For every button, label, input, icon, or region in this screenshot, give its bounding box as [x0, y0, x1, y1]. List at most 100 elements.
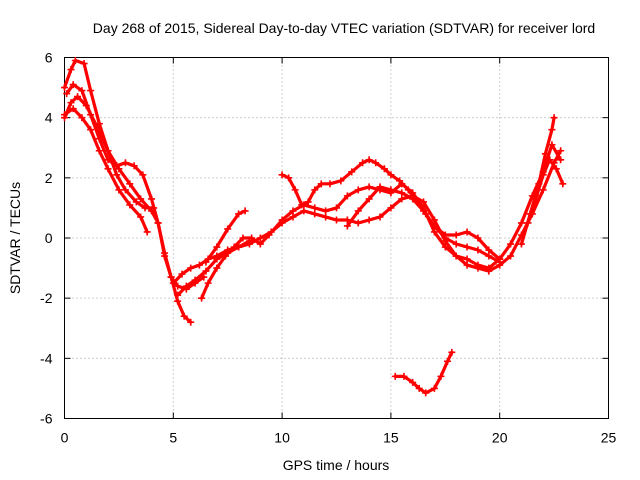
data-point [337, 177, 345, 185]
y-tick-label: -4 [40, 350, 53, 366]
series-line [280, 158, 502, 264]
data-point [63, 90, 71, 98]
data-point [304, 198, 312, 206]
chart-title: Day 268 of 2015, Sidereal Day-to-day VTE… [93, 20, 595, 36]
data-point [437, 372, 445, 380]
data-point [463, 243, 471, 251]
data-point [154, 219, 162, 227]
data-point [298, 201, 306, 209]
data-point [404, 186, 412, 194]
data-point [343, 222, 351, 230]
data-point [398, 195, 406, 203]
series-track-l [517, 114, 558, 248]
data-series [61, 57, 567, 397]
x-tick-label: 0 [61, 430, 69, 446]
data-point [552, 165, 560, 173]
data-point [141, 204, 149, 212]
data-point [443, 357, 451, 365]
data-point [132, 198, 140, 206]
data-point [265, 231, 273, 239]
series-track-i [202, 207, 249, 266]
data-point [422, 389, 430, 397]
data-point [430, 228, 438, 236]
data-point [387, 186, 395, 194]
data-point [539, 186, 547, 194]
data-point [517, 240, 525, 248]
data-point [115, 186, 123, 194]
data-point [333, 204, 340, 212]
data-point [121, 159, 129, 167]
y-tick-label: -6 [40, 411, 53, 427]
data-point [517, 219, 525, 227]
data-point [372, 159, 380, 167]
axis-ticks: 0 5 10 15 20 25 -6 -4 -2 0 2 4 6 [40, 50, 616, 446]
data-point [95, 147, 103, 155]
series-track-a [61, 93, 195, 326]
series-line [62, 58, 156, 210]
data-point [311, 204, 319, 212]
data-point [139, 171, 147, 179]
data-point [452, 252, 460, 260]
x-axis-label: GPS time / hours [283, 457, 390, 473]
data-point [213, 243, 221, 251]
data-point [348, 168, 356, 176]
series-track-e [169, 147, 565, 287]
data-point [126, 201, 134, 209]
data-point [67, 99, 75, 107]
x-tick-label: 10 [274, 430, 290, 446]
data-point [365, 183, 373, 191]
data-point [548, 126, 556, 134]
data-point [71, 57, 79, 65]
data-point [409, 378, 417, 386]
data-point [180, 312, 188, 320]
data-point [169, 279, 177, 287]
data-point [204, 279, 212, 287]
data-point [182, 282, 190, 290]
data-point [143, 228, 151, 236]
data-point [322, 207, 330, 215]
data-point [87, 126, 95, 134]
series-line [62, 95, 193, 324]
data-point [317, 180, 325, 188]
y-tick-label: -2 [40, 290, 53, 306]
data-point [235, 210, 243, 218]
data-point [121, 186, 129, 194]
data-point [463, 228, 471, 236]
series-track-j [174, 237, 253, 299]
data-point [535, 180, 543, 188]
data-point [548, 141, 556, 149]
series-track-b [61, 57, 158, 212]
data-point [365, 195, 373, 203]
data-point [441, 231, 449, 239]
y-tick-label: 0 [45, 230, 53, 246]
data-point [130, 162, 138, 170]
data-point [174, 297, 182, 305]
data-point [400, 372, 408, 380]
data-point [241, 207, 249, 215]
data-point [178, 270, 186, 278]
data-point [167, 273, 175, 281]
data-point [187, 264, 195, 272]
series-line [176, 239, 252, 297]
series-line [62, 107, 149, 234]
data-point [359, 159, 367, 167]
data-point [409, 195, 417, 203]
data-point [80, 60, 88, 68]
y-axis-label: SDTVAR / TECUs [7, 182, 23, 294]
data-point [235, 243, 243, 251]
data-point [278, 171, 286, 179]
y-tick-label: 6 [45, 50, 53, 66]
data-point [191, 276, 199, 284]
data-point [87, 111, 95, 119]
data-point [95, 120, 103, 128]
data-point [376, 183, 384, 191]
data-point [239, 234, 247, 242]
data-point [126, 180, 134, 188]
data-point [161, 252, 169, 260]
data-point [507, 252, 515, 260]
data-point [137, 195, 145, 203]
data-point [198, 294, 206, 302]
data-point [311, 186, 319, 194]
data-point [69, 105, 77, 113]
